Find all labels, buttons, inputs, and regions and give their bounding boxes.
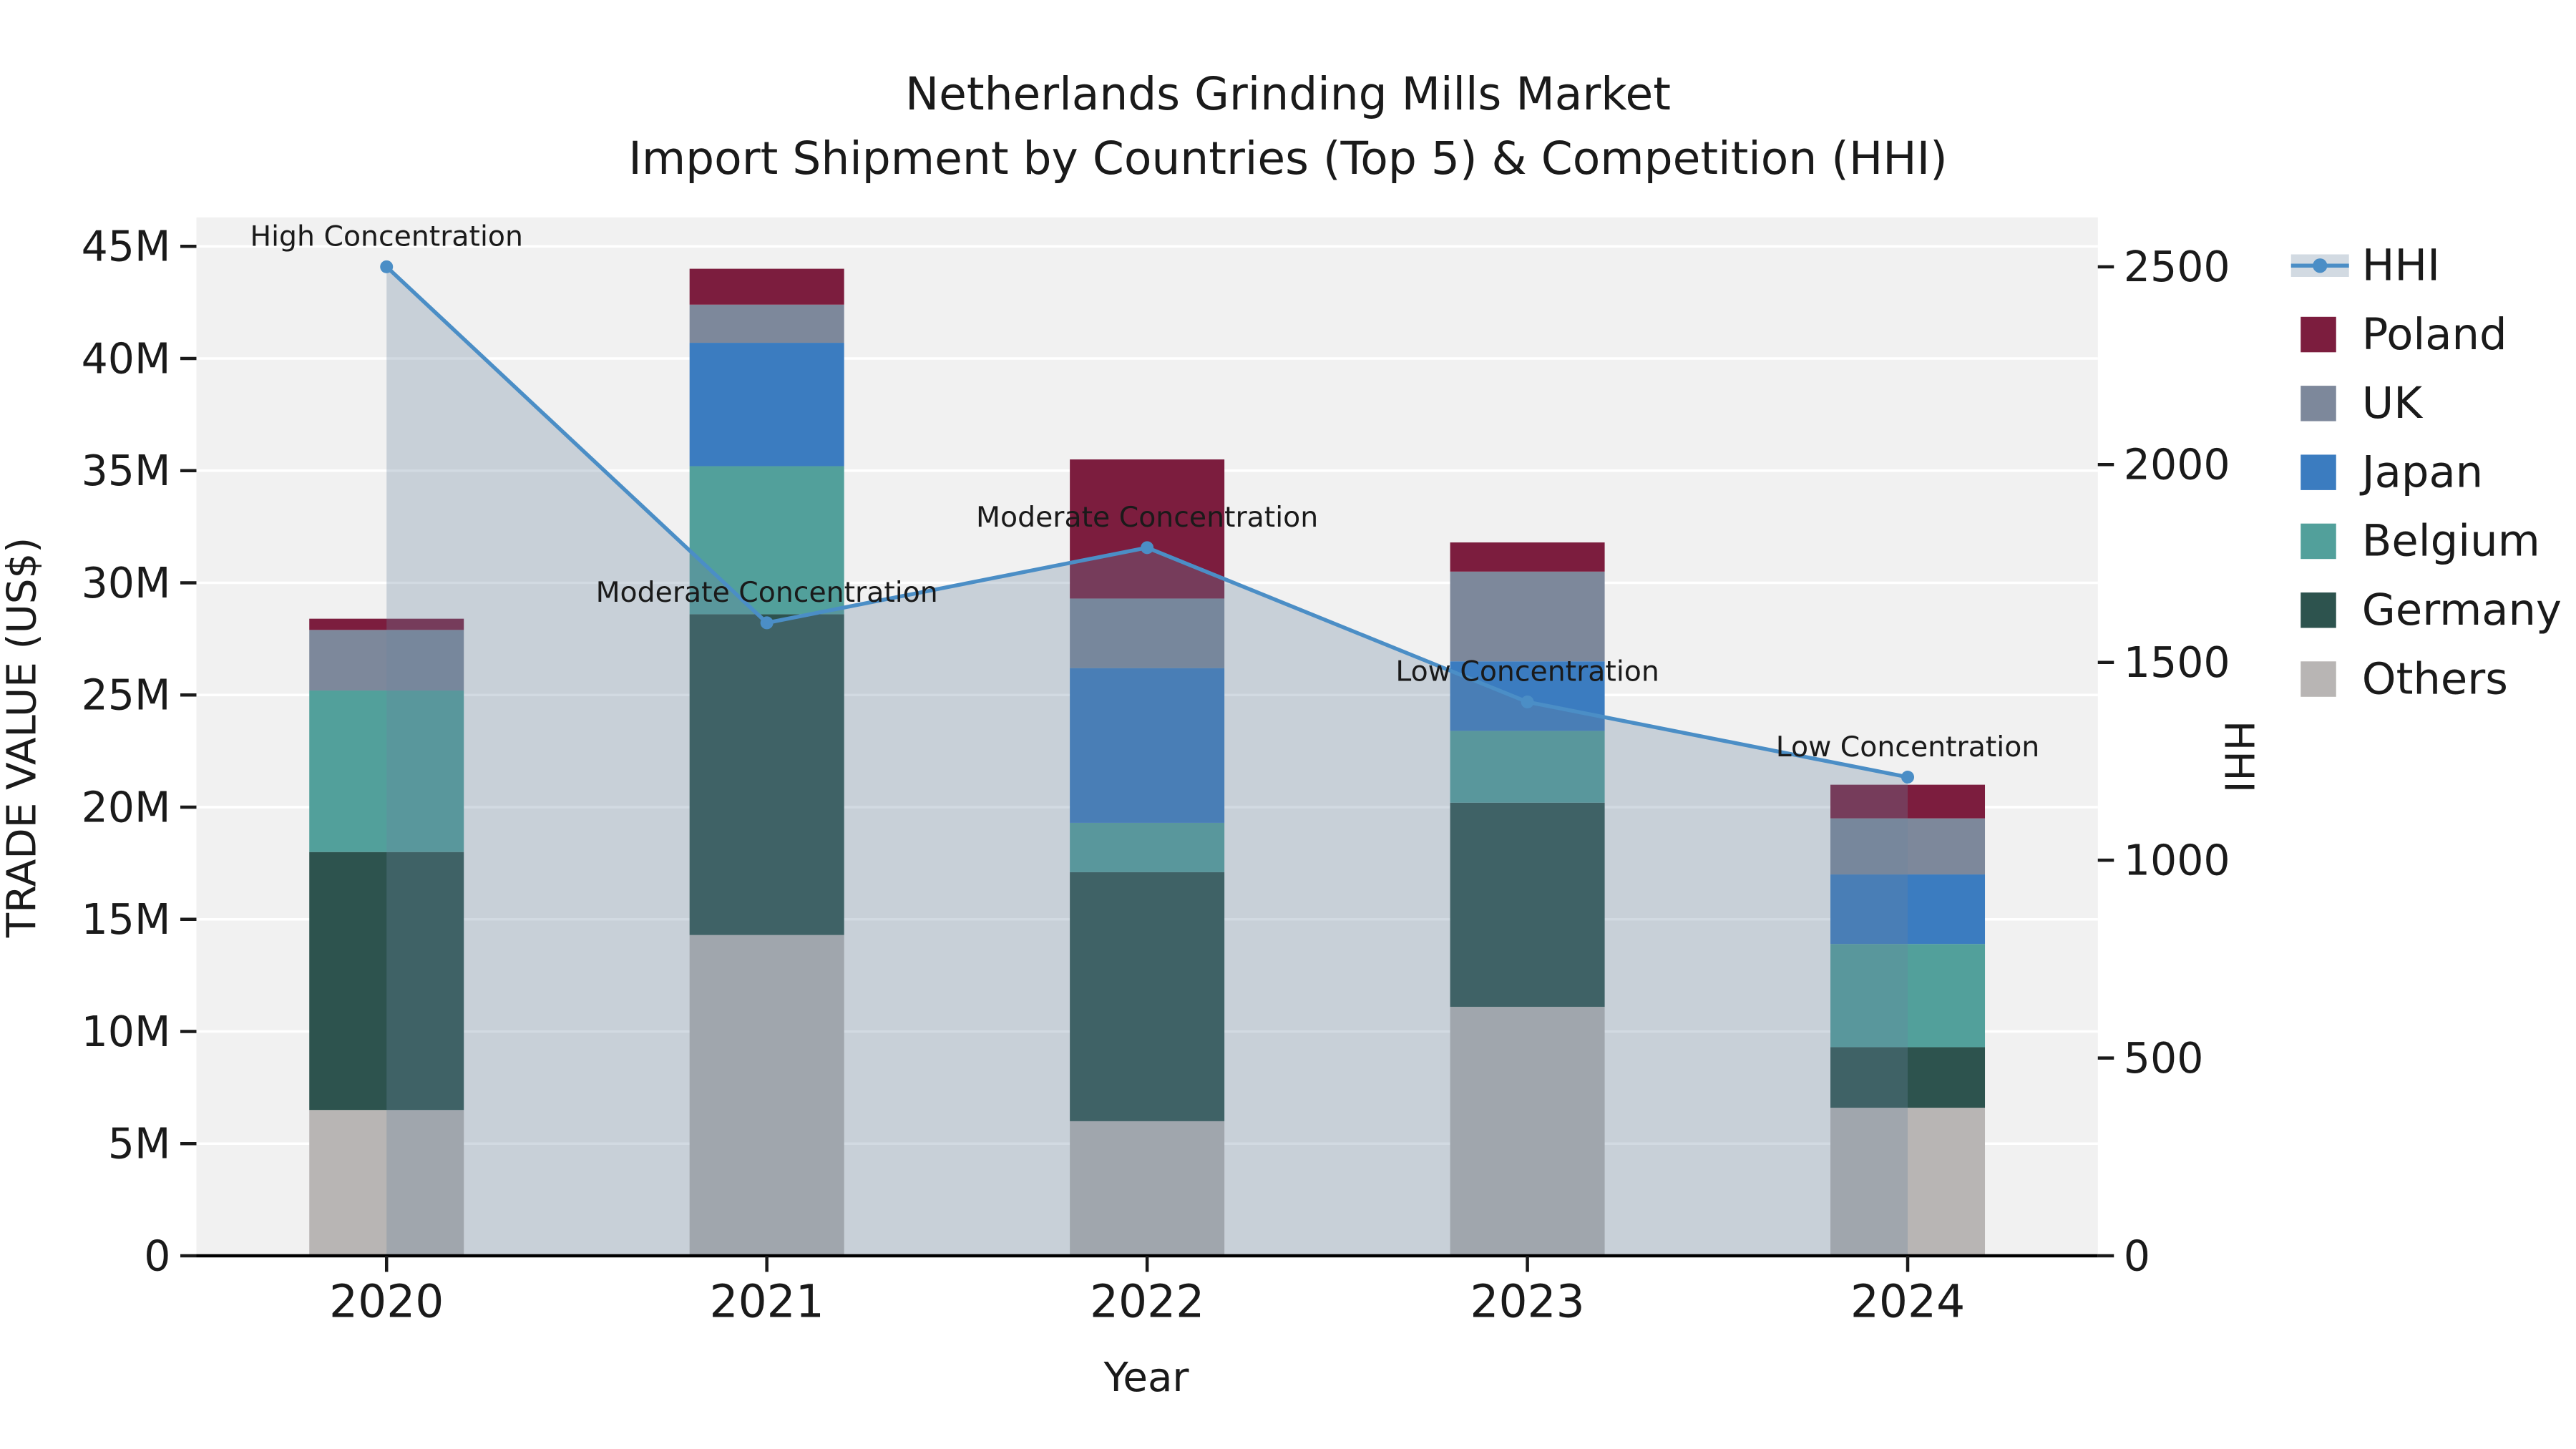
bar-segment-uk-2022	[1070, 598, 1225, 668]
legend-label: Japan	[2359, 447, 2483, 497]
annotation-label: Moderate Concentration	[596, 576, 938, 609]
legend-swatch	[2301, 454, 2336, 490]
bar-segment-poland-2022	[1070, 459, 1225, 599]
legend-swatch	[2301, 386, 2336, 421]
bar-segment-poland-2020	[309, 618, 464, 630]
bar-segment-belgium-2021	[689, 466, 844, 615]
annotation-label: Moderate Concentration	[976, 501, 1318, 534]
legend-label: HHI	[2362, 241, 2440, 291]
y-tick-label: 45M	[82, 223, 171, 271]
y2-tick-label: 2500	[2124, 243, 2230, 291]
hhi-marker-2020	[380, 260, 394, 273]
y2-tick-label: 500	[2124, 1034, 2204, 1083]
bar-segment-belgium-2022	[1070, 822, 1225, 872]
y2-tick-label: 0	[2124, 1231, 2150, 1280]
bar-segment-japan-2024	[1830, 874, 1986, 945]
legend-item-hhi: HHI	[2290, 241, 2440, 291]
legend-swatch	[2301, 316, 2336, 353]
y-tick-label: 0	[144, 1231, 170, 1280]
bar-segment-belgium-2020	[309, 690, 464, 852]
legend-swatch	[2301, 661, 2336, 697]
hhi-marker-2023	[1521, 695, 1534, 708]
bar-segment-others-2020	[309, 1110, 464, 1256]
x-tick-label: 2021	[710, 1276, 824, 1328]
x-tick-label: 2024	[1850, 1276, 1965, 1328]
annotations-group: High Concentration Moderate Concentration…	[250, 220, 2040, 763]
legend-item-belgium: Belgium	[2301, 517, 2540, 567]
hhi-marker-2022	[1141, 541, 1154, 555]
bar-segment-poland-2021	[689, 268, 844, 305]
legend-label: UK	[2362, 379, 2424, 429]
bar-segment-germany-2024	[1830, 1047, 1986, 1108]
y2-tick-label: 1500	[2124, 638, 2230, 687]
chart-title: Netherlands Grinding Mills Market	[905, 68, 1671, 120]
legend-item-japan: Japan	[2301, 447, 2483, 497]
bar-segment-others-2021	[689, 935, 844, 1256]
legend-item-uk: UK	[2301, 379, 2424, 429]
legend-item-poland: Poland	[2301, 310, 2507, 360]
x-axis-label: Year	[1103, 1355, 1189, 1401]
legend: HHI Poland UK Japan Belgium Germany Others	[2290, 241, 2562, 704]
y-tick-label: 30M	[82, 559, 171, 608]
x-tick-label: 2023	[1470, 1276, 1584, 1328]
bar-segment-poland-2024	[1830, 784, 1986, 819]
legend-swatch	[2301, 523, 2336, 560]
y2-axis-label: HHI	[2215, 721, 2262, 793]
hhi-area	[386, 266, 1908, 1257]
legend-hhi-marker	[2313, 258, 2328, 273]
annotation-label: Low Concentration	[1776, 731, 2039, 763]
legend-label: Others	[2362, 654, 2508, 704]
bar-segment-germany-2020	[309, 852, 464, 1111]
hhi-series-group	[380, 260, 1915, 1257]
legend-swatch	[2301, 592, 2336, 628]
bar-segment-poland-2023	[1450, 542, 1605, 572]
bar-segment-uk-2021	[689, 304, 844, 343]
y-tick-label: 5M	[108, 1120, 171, 1169]
bar-segment-germany-2021	[689, 614, 844, 935]
bar-segment-belgium-2023	[1450, 731, 1605, 803]
y2-tick-label: 2000	[2124, 441, 2230, 489]
bar-segment-germany-2022	[1070, 872, 1225, 1121]
y-tick-label: 15M	[82, 895, 171, 944]
x-tick-label: 2020	[329, 1276, 444, 1328]
y-tick-label: 25M	[82, 671, 171, 720]
x-tick-label: 2022	[1090, 1276, 1204, 1328]
legend-item-germany: Germany	[2301, 585, 2562, 635]
legend-label: Belgium	[2362, 517, 2540, 567]
legend-label: Germany	[2362, 585, 2562, 635]
bar-segment-belgium-2024	[1830, 944, 1986, 1048]
hhi-marker-2024	[1901, 771, 1915, 784]
y2-tick-label: 1000	[2124, 836, 2230, 884]
legend-label: Poland	[2362, 310, 2507, 360]
y-tick-label: 40M	[82, 334, 171, 383]
bar-segment-japan-2021	[689, 343, 844, 467]
annotation-label: High Concentration	[250, 220, 523, 253]
axes-group: 2020 2021 2022 2023 2024 0 5M 10M 15M 20M 25M 30M 35…	[82, 223, 2230, 1328]
bar-segment-others-2022	[1070, 1121, 1225, 1256]
y-tick-label: 10M	[82, 1008, 171, 1056]
y-tick-label: 20M	[82, 783, 171, 831]
bar-segment-others-2024	[1830, 1108, 1986, 1256]
bar-segment-uk-2024	[1830, 818, 1986, 875]
bar-segment-uk-2023	[1450, 571, 1605, 662]
hhi-marker-2021	[760, 616, 774, 630]
bar-segment-uk-2020	[309, 630, 464, 691]
bar-segment-germany-2023	[1450, 802, 1605, 1008]
bar-segment-others-2023	[1450, 1007, 1605, 1256]
bars-group	[309, 268, 1986, 1256]
annotation-label: Low Concentration	[1395, 655, 1659, 688]
y-tick-label: 35M	[82, 447, 171, 495]
y-axis-label: TRADE VALUE (US$)	[0, 537, 46, 938]
legend-item-others: Others	[2301, 654, 2508, 704]
bar-segment-japan-2022	[1070, 668, 1225, 823]
chart-subtitle: Import Shipment by Countries (Top 5) & C…	[628, 132, 1948, 185]
